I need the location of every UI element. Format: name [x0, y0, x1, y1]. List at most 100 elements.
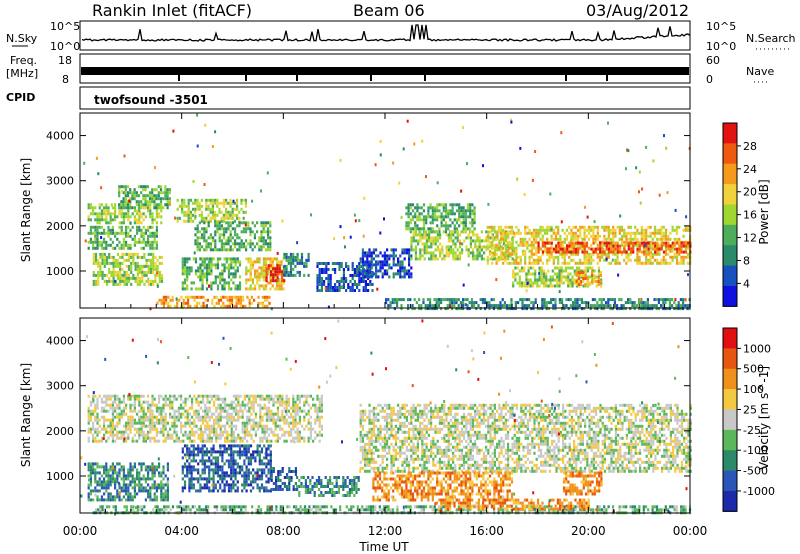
data-cell	[474, 254, 477, 258]
data-cell	[456, 236, 459, 240]
data-cell	[528, 258, 531, 262]
data-cell	[133, 406, 136, 410]
data-cell	[220, 245, 223, 249]
data-cell	[226, 403, 229, 407]
data-cell	[583, 250, 586, 254]
data-cell	[223, 284, 226, 288]
data-cell	[236, 198, 239, 202]
data-cell	[475, 301, 478, 305]
data-cell	[470, 301, 473, 305]
data-cell	[560, 266, 563, 270]
data-cell	[368, 251, 371, 255]
data-cell	[642, 228, 646, 232]
data-cell	[455, 298, 458, 302]
data-cell	[226, 409, 229, 413]
data-cell	[118, 403, 121, 407]
data-cell	[519, 240, 522, 244]
data-cell	[479, 307, 482, 311]
data-cell	[431, 209, 434, 213]
data-cell	[214, 233, 217, 237]
data-cell	[196, 113, 199, 117]
data-cell	[202, 439, 205, 443]
data-cell	[682, 228, 685, 232]
data-cell	[97, 258, 100, 262]
data-cell	[211, 201, 214, 205]
data-cell	[665, 146, 668, 150]
data-cell	[583, 228, 586, 232]
data-cell	[112, 273, 115, 277]
data-cell	[536, 278, 539, 282]
data-cell	[638, 170, 641, 174]
data-cell	[147, 436, 150, 440]
data-cell	[253, 245, 256, 249]
data-cell	[177, 412, 180, 416]
data-cell	[303, 273, 306, 277]
data-cell	[114, 282, 117, 286]
data-cell	[129, 221, 132, 225]
data-cell	[493, 252, 496, 256]
data-cell	[443, 257, 446, 261]
data-cell	[193, 418, 196, 422]
data-cell	[607, 301, 610, 305]
data-cell	[375, 254, 378, 258]
data-cell	[87, 418, 90, 422]
data-cell	[127, 418, 130, 422]
data-cell	[191, 403, 194, 407]
data-cell	[190, 281, 193, 285]
data-cell	[430, 251, 433, 255]
data-cell	[231, 213, 234, 217]
data-cell	[135, 191, 138, 195]
data-cell	[181, 204, 184, 208]
data-cell	[342, 277, 345, 280]
data-cell	[155, 206, 158, 210]
data-cell	[464, 218, 467, 222]
data-cell	[410, 266, 413, 270]
data-cell	[166, 436, 169, 440]
data-cell	[158, 298, 161, 302]
data-cell	[217, 298, 220, 302]
data-cell	[221, 406, 224, 410]
data-cell	[175, 439, 178, 443]
data-cell	[197, 415, 200, 419]
data-cell	[220, 201, 223, 205]
data-cell	[644, 243, 647, 247]
data-cell	[563, 247, 567, 251]
data-cell	[188, 266, 191, 270]
data-cell	[280, 287, 283, 291]
data-cell	[333, 237, 336, 241]
data-cell	[251, 278, 254, 282]
data-cell	[439, 254, 442, 258]
data-cell	[342, 268, 345, 271]
data-cell	[504, 234, 507, 238]
data-cell	[620, 234, 624, 238]
data-cell	[246, 430, 249, 434]
data-cell	[579, 243, 582, 247]
data-cell	[585, 250, 589, 254]
data-cell	[129, 421, 132, 425]
data-cell	[360, 265, 363, 268]
data-cell	[186, 415, 189, 419]
data-cell	[524, 243, 527, 247]
data-cell	[512, 307, 515, 311]
data-cell	[410, 242, 413, 246]
data-cell	[649, 258, 652, 262]
data-cell	[193, 439, 196, 443]
data-cell	[96, 403, 99, 407]
data-cell	[245, 245, 248, 249]
data-cell	[418, 212, 421, 216]
data-cell	[366, 251, 369, 255]
data-cell	[294, 436, 297, 440]
data-cell	[123, 279, 126, 283]
data-cell	[416, 206, 419, 210]
data-cell	[439, 236, 442, 240]
data-cell	[422, 298, 425, 302]
data-cell	[664, 258, 668, 262]
data-cell	[515, 261, 518, 265]
data-cell	[130, 252, 133, 256]
data-cell	[201, 236, 204, 240]
data-cell	[686, 304, 689, 308]
data-cell	[200, 204, 203, 208]
data-cell	[276, 260, 279, 264]
data-cell	[603, 250, 606, 254]
data-cell	[136, 240, 139, 244]
